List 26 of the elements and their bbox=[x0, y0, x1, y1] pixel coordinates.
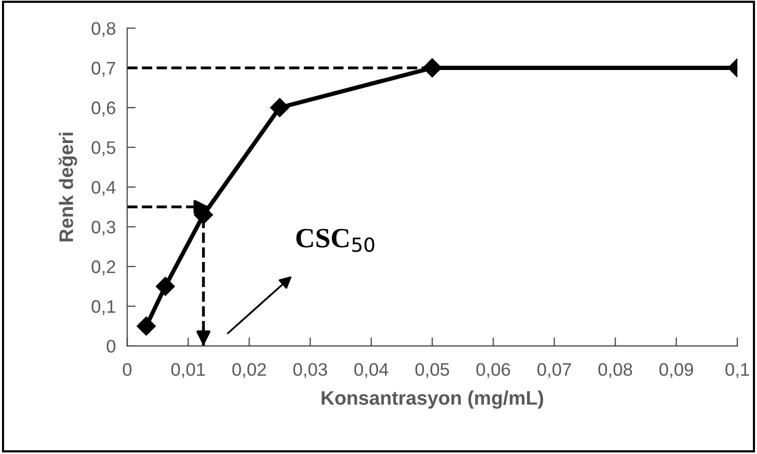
x-tick-label: 0,1 bbox=[725, 363, 749, 378]
x-tick-label: 0,09 bbox=[659, 363, 694, 378]
x-tick-label: 0,08 bbox=[598, 363, 632, 378]
x-tick-label: 0,05 bbox=[415, 363, 450, 378]
x-tick-label: 0,03 bbox=[293, 363, 327, 378]
y-tick-label: 0,1 bbox=[92, 300, 116, 316]
y-tick-label: 0,4 bbox=[92, 180, 116, 196]
point bbox=[156, 276, 175, 296]
x-tick-label: 0,01 bbox=[171, 363, 205, 378]
y-tick-label: 0,8 bbox=[92, 22, 116, 37]
y-tick-label: 0,3 bbox=[92, 220, 116, 236]
x-tick-label: 0,07 bbox=[537, 363, 571, 378]
y-tick-label: 0,7 bbox=[92, 62, 116, 77]
y-tick-label: 0,5 bbox=[92, 141, 116, 156]
point bbox=[270, 98, 290, 118]
y-tick-label: 0,2 bbox=[92, 260, 116, 276]
x-tick-label: 0,04 bbox=[354, 363, 388, 378]
y-tick-label: 0 bbox=[106, 340, 116, 353]
x-tick-label: 0,02 bbox=[232, 363, 266, 378]
x-axis-title: Konsantrasyon (mg/mL) bbox=[322, 390, 544, 409]
y-axis-title: Renk değeri bbox=[58, 132, 78, 242]
annotation: CSC$_{50}$ bbox=[296, 228, 374, 252]
y-tick-label: 0,6 bbox=[92, 102, 116, 116]
x-tick-label: 0,06 bbox=[476, 363, 510, 378]
x-tick-label: 0 bbox=[122, 363, 132, 376]
point bbox=[136, 316, 156, 336]
